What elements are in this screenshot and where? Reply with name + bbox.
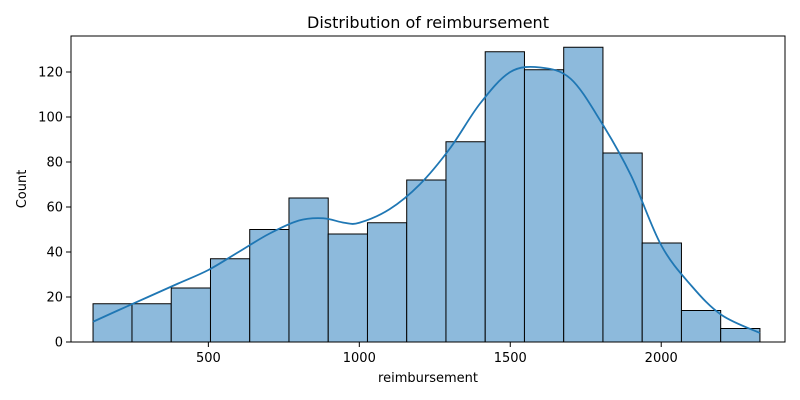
- kde-curve: [92, 65, 761, 334]
- x-axis-ticks: 500 1000 1500 2000: [196, 342, 678, 366]
- x-tick-label-500: 500: [196, 351, 221, 366]
- histogram-bar-14: [602, 152, 643, 343]
- y-axis-label: Count: [15, 170, 30, 209]
- y-tick-label-120: 120: [38, 66, 63, 81]
- plot-frame: [70, 35, 786, 343]
- histogram-bar-4: [209, 258, 251, 343]
- histogram-bar-11: [484, 51, 525, 343]
- y-tick-label-20: 20: [46, 291, 63, 306]
- histogram-bar-7: [327, 233, 368, 343]
- y-tick-label-40: 40: [46, 246, 63, 261]
- histogram-bar-8: [366, 222, 408, 343]
- bars-group: [92, 46, 761, 343]
- histogram-bar-5: [249, 229, 290, 343]
- histogram-bar-6: [288, 197, 329, 343]
- y-axis-ticks: 0 20 40 60 80 100 120: [38, 66, 71, 351]
- histogram-bar-12: [523, 69, 565, 343]
- x-tick-label-2000: 2000: [645, 351, 678, 366]
- y-tick-label-100: 100: [38, 111, 63, 126]
- y-tick-label-80: 80: [46, 156, 63, 171]
- y-tick-label-0: 0: [55, 336, 63, 351]
- y-tick-label-60: 60: [46, 201, 63, 216]
- x-tick-label-1000: 1000: [343, 351, 376, 366]
- histogram-bar-3: [170, 287, 211, 343]
- histogram-bar-9: [406, 179, 447, 343]
- histogram-bar-2: [131, 303, 172, 343]
- histogram-bar-15: [641, 242, 682, 343]
- histogram-bar-1: [92, 303, 133, 343]
- x-axis-label: reimbursement: [378, 371, 478, 386]
- x-tick-label-1500: 1500: [494, 351, 527, 366]
- histogram-bar-10: [445, 141, 486, 343]
- histogram-bar-13: [563, 46, 604, 343]
- histogram-bar-16: [680, 310, 722, 343]
- chart-title: Distribution of reimbursement: [307, 13, 549, 32]
